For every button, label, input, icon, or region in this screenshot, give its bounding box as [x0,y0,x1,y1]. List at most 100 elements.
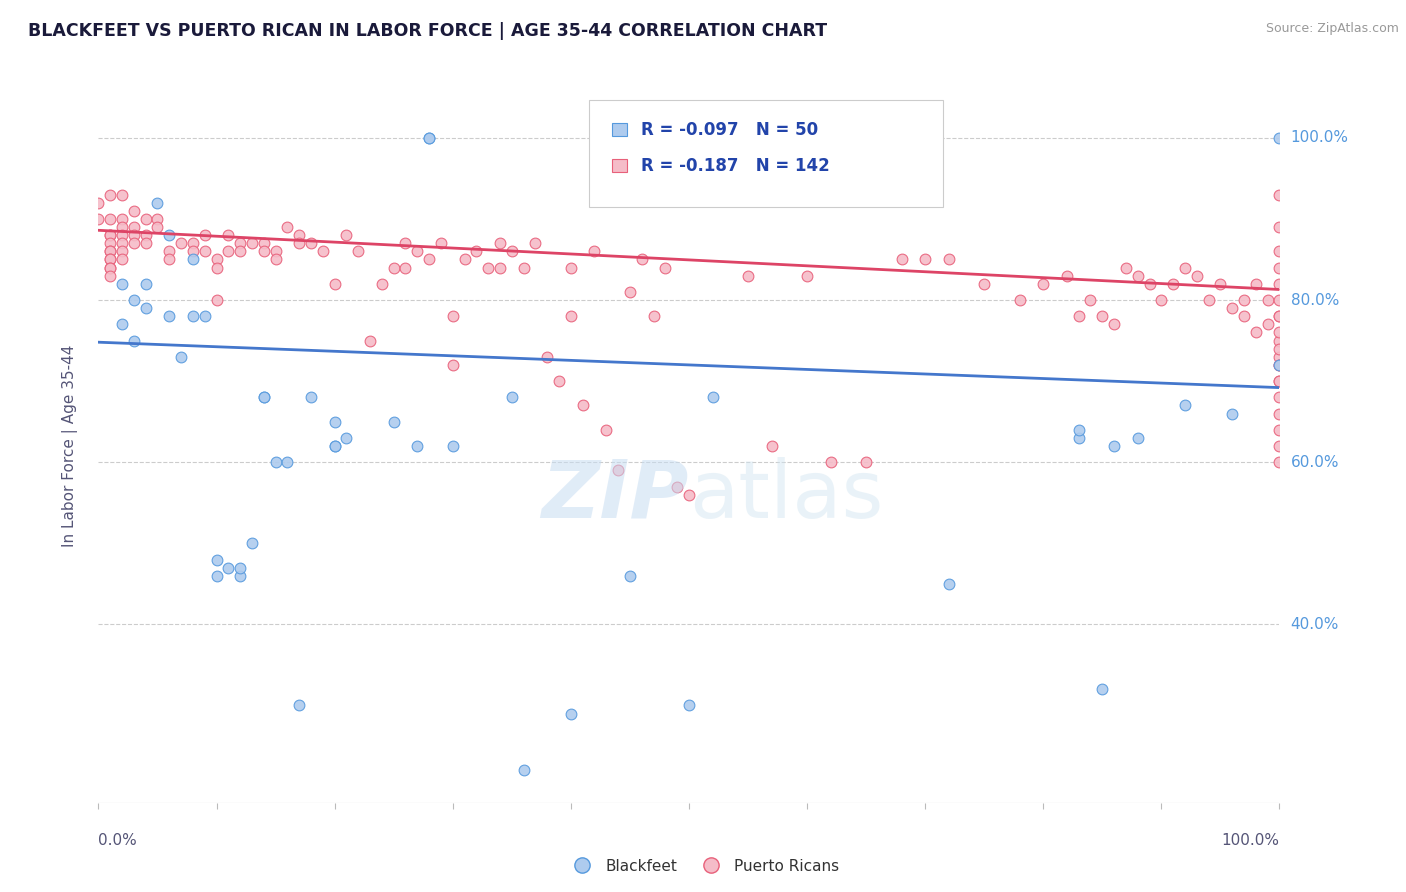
Point [1268,439,1291,453]
Point [1102,318,1125,332]
Point [1115,260,1137,275]
Point [98,260,121,275]
Point [135,236,157,251]
Point [135,228,157,243]
Point [1268,374,1291,388]
Point [643,310,665,324]
Point [170,236,193,251]
Text: R = -0.097   N = 50: R = -0.097 N = 50 [641,121,818,139]
Point [890,252,912,267]
Point [654,260,676,275]
Text: 60.0%: 60.0% [1291,455,1339,470]
Point [253,236,276,251]
FancyBboxPatch shape [612,123,627,136]
Point [524,236,547,251]
Point [111,252,134,267]
Point [264,455,287,469]
Point [288,236,311,251]
Point [194,244,217,259]
Point [111,244,134,259]
Point [229,244,252,259]
Point [87,195,110,210]
Point [111,318,134,332]
Point [583,244,606,259]
Point [157,244,180,259]
Point [87,211,110,226]
Point [1150,293,1173,307]
Point [1268,358,1291,372]
Point [253,390,276,404]
Text: 100.0%: 100.0% [1222,833,1279,848]
Point [1268,374,1291,388]
Point [288,698,311,713]
Point [595,423,617,437]
Point [299,390,322,404]
FancyBboxPatch shape [589,100,943,207]
Point [181,236,204,251]
Point [157,252,180,267]
Text: R = -0.187   N = 142: R = -0.187 N = 142 [641,157,830,175]
Point [217,244,239,259]
Text: 40.0%: 40.0% [1291,617,1339,632]
Point [394,260,416,275]
Point [1126,268,1149,283]
Point [1126,431,1149,445]
Point [1185,268,1208,283]
Y-axis label: In Labor Force | Age 35-44: In Labor Force | Age 35-44 [62,345,77,547]
Point [1174,399,1197,413]
Point [98,252,121,267]
Point [98,236,121,251]
Point [205,293,228,307]
Point [1220,407,1243,421]
Text: 100.0%: 100.0% [1291,130,1348,145]
Point [382,415,405,429]
Point [1268,131,1291,145]
Point [737,268,759,283]
Point [619,285,641,299]
Point [1161,277,1184,291]
Point [619,568,641,582]
Point [678,698,700,713]
Point [1067,423,1090,437]
Point [135,211,157,226]
Point [122,220,145,235]
Point [702,390,724,404]
Point [1268,334,1291,348]
Point [914,252,936,267]
Point [678,488,700,502]
Point [1067,431,1090,445]
Point [240,536,263,550]
Point [1008,293,1031,307]
Point [122,334,145,348]
Point [1268,390,1291,404]
Text: ZIP: ZIP [541,457,689,535]
Point [111,187,134,202]
Point [111,228,134,243]
Point [855,455,877,469]
Point [1032,277,1054,291]
Point [1268,358,1291,372]
Point [276,220,298,235]
Point [1268,350,1291,364]
Point [430,236,453,251]
Point [1268,293,1291,307]
Point [205,552,228,566]
Point [1220,301,1243,315]
Point [973,277,995,291]
Point [1268,342,1291,356]
Point [98,260,121,275]
Point [536,350,558,364]
Point [465,244,488,259]
Point [453,252,475,267]
Point [666,479,689,493]
Point [98,187,121,202]
Point [1268,220,1291,235]
Text: Source: ZipAtlas.com: Source: ZipAtlas.com [1265,22,1399,36]
Point [1268,310,1291,324]
Point [489,236,512,251]
Point [323,415,346,429]
Point [1080,293,1102,307]
Point [1198,293,1220,307]
Point [146,211,169,226]
Point [394,236,416,251]
